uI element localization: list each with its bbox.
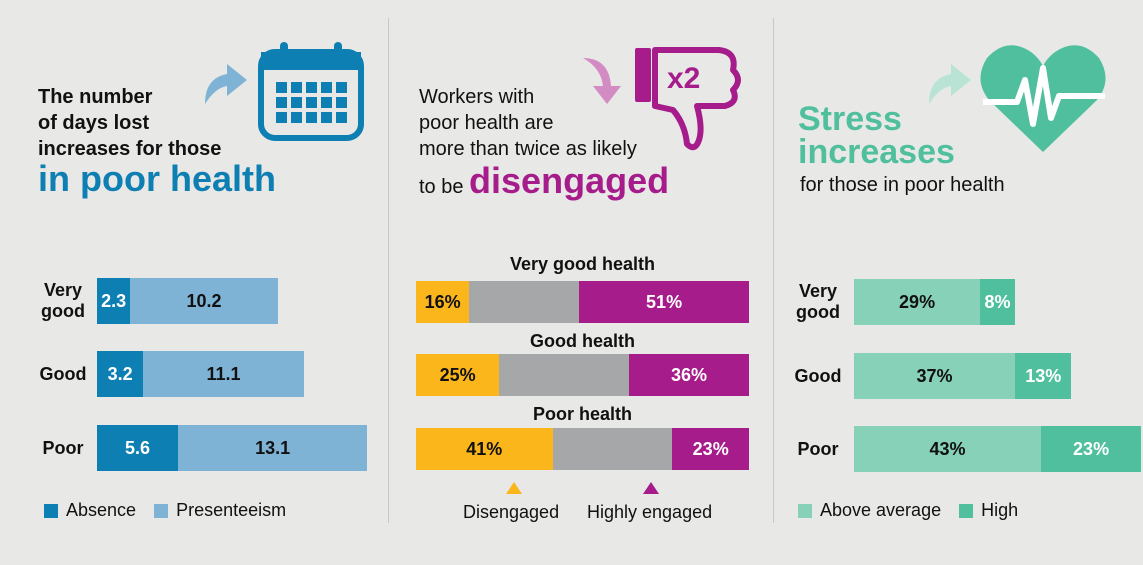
bar-segment: 16% — [416, 281, 470, 323]
calendar-icon — [258, 42, 364, 141]
bar-segment: 23% — [672, 428, 749, 470]
bar-segment — [469, 281, 580, 323]
bar-segment: 13% — [1014, 353, 1072, 399]
thumbs-down-icon — [635, 47, 741, 151]
bar-segment: 23% — [1041, 426, 1142, 472]
row-label: Poor — [782, 439, 854, 460]
row-label-line: good — [41, 301, 85, 321]
heading-highlight: increases — [798, 133, 955, 171]
bar-value-label: 10.2 — [186, 290, 222, 311]
bar-segment — [499, 354, 630, 396]
row-label: Good — [30, 364, 96, 385]
heading-line: more than twice as likely — [419, 138, 637, 160]
legend-label-above-average: Above average — [820, 500, 942, 520]
row-label-line: Poor — [42, 438, 84, 458]
divider — [388, 18, 389, 523]
legend: Absence Presenteeism — [44, 500, 286, 521]
x2-label: x2 — [667, 62, 701, 95]
bar-segment: 29% — [854, 279, 981, 325]
row-label-line: Good — [39, 364, 87, 384]
bar-value-label: 36% — [671, 364, 708, 385]
row-label: Very good — [782, 281, 854, 323]
bar-segment: 41% — [416, 428, 553, 470]
bar-value-label: 8% — [984, 291, 1011, 312]
bar-segment — [552, 428, 673, 470]
bar-value-label: 25% — [439, 364, 476, 385]
legend: Above average High — [798, 500, 1018, 521]
legend-marker-disengaged — [506, 482, 522, 494]
legend-swatch-above-average — [798, 503, 812, 518]
heading-prefix: to be — [419, 176, 470, 198]
row-label-line: Poor — [797, 439, 839, 459]
bar-value-label: 13.1 — [255, 437, 291, 458]
bar-segment: 10.2 — [130, 278, 278, 324]
bar-segment: 36% — [629, 354, 749, 396]
bar-segment: 13.1 — [177, 425, 368, 471]
heading-highlight: disengaged — [469, 160, 670, 201]
bar-value-label: 16% — [424, 291, 461, 312]
bar-value-label: 11.1 — [206, 363, 241, 384]
row-label-line: Very — [43, 280, 83, 300]
heading-highlight: in poor health — [38, 158, 276, 199]
bar-value-label: 3.2 — [107, 363, 133, 384]
heading-line: poor health are — [419, 112, 554, 134]
heading-line: increases for those — [38, 138, 222, 160]
row-label: Poor — [30, 438, 96, 459]
bar-group-title: Very good health — [509, 254, 656, 274]
legend-marker-engaged — [643, 482, 659, 494]
bar-value-label: 2.3 — [101, 290, 127, 311]
bar-segment: 11.1 — [143, 351, 304, 397]
arrow-up-icon — [205, 64, 247, 104]
heading-line: of days lost — [38, 112, 150, 134]
bar-value-label: 37% — [916, 365, 953, 386]
legend-label-presenteeism: Presenteeism — [176, 500, 287, 520]
bar-segment: 5.6 — [97, 425, 178, 471]
row-label-line: Very — [798, 281, 838, 301]
bar-segment: 25% — [416, 354, 500, 396]
heading-highlight: Stress — [798, 100, 902, 138]
bar-value-label: 5.6 — [124, 437, 150, 458]
bar-value-label: 23% — [692, 438, 729, 459]
legend-swatch-presenteeism — [154, 503, 169, 518]
bar-group-title: Good health — [530, 331, 635, 351]
row-label-line: good — [796, 302, 840, 322]
legend-label-absence: Absence — [66, 500, 137, 520]
heading-line: The number — [38, 86, 153, 108]
bar-value-label: 23% — [1073, 438, 1110, 459]
legend-swatch-absence — [44, 503, 58, 518]
heart-rate-icon — [980, 45, 1106, 153]
legend-label-high: High — [981, 500, 1019, 520]
row-label: Good — [782, 366, 854, 387]
arrow-up-icon — [929, 64, 971, 104]
divider — [773, 18, 774, 523]
bar-segment: 51% — [579, 281, 749, 323]
panel-engagement: x2 Workers with poor health are more tha… — [389, 0, 773, 565]
panel-days-lost: The number of days lost increases for th… — [0, 0, 388, 565]
bar-value-label: 29% — [899, 291, 936, 312]
bar-segment: 43% — [854, 426, 1042, 472]
panel-stress: Stress increases for those in poor healt… — [774, 0, 1143, 565]
heading-line: Workers with — [419, 86, 535, 108]
legend-swatch-high — [959, 503, 974, 518]
legend-label-engaged: Highly engaged — [587, 502, 713, 522]
row-label: Very good — [30, 280, 96, 322]
heading-sub: for those in poor health — [800, 174, 1005, 196]
arrow-down-icon — [583, 58, 621, 104]
bar-segment: 3.2 — [97, 351, 144, 397]
legend-label-disengaged: Disengaged — [463, 502, 560, 522]
bar-group-title: Poor health — [532, 404, 632, 424]
bar-value-label: 51% — [646, 291, 683, 312]
bar-value-label: 43% — [929, 438, 966, 459]
bar-segment: 8% — [980, 279, 1015, 325]
row-label-line: Good — [794, 366, 842, 386]
bar-segment: 37% — [854, 353, 1015, 399]
bar-value-label: 13% — [1025, 365, 1062, 386]
bar-segment: 2.3 — [97, 278, 131, 324]
bar-value-label: 41% — [466, 438, 503, 459]
